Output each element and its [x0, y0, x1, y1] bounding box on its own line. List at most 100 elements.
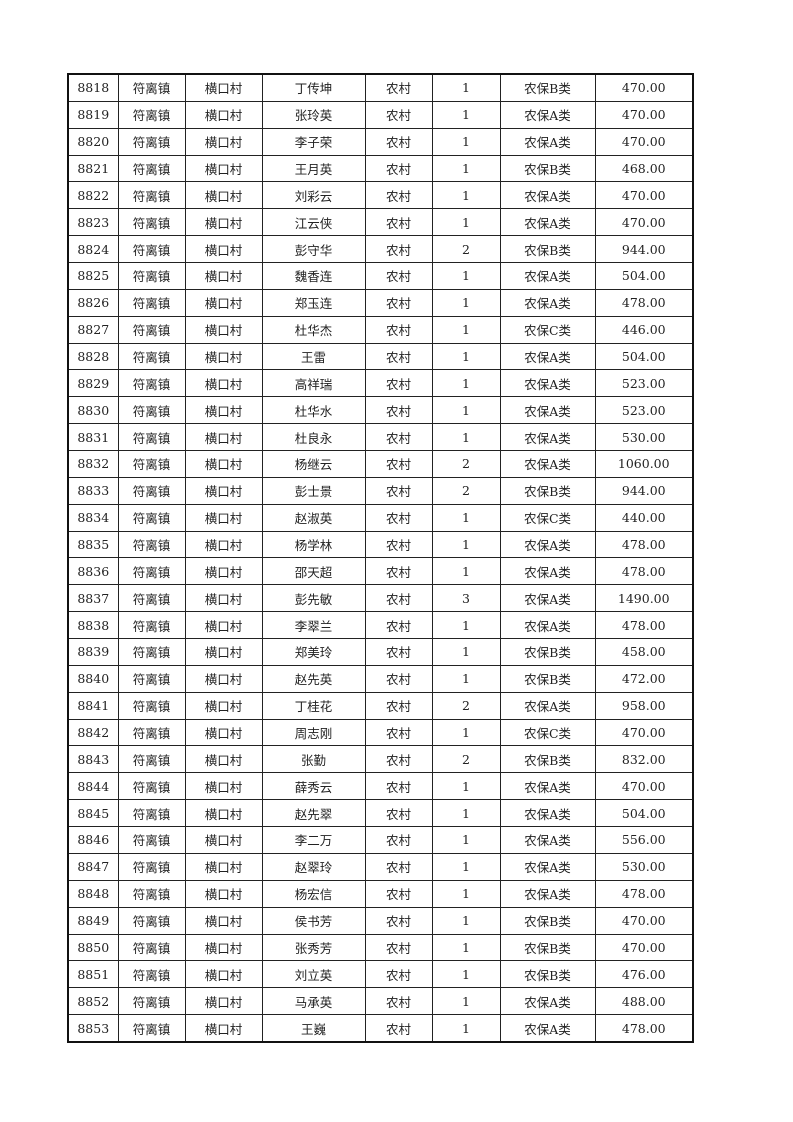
- amount-cell: 504.00: [594, 799, 694, 828]
- village-cell: 横口村: [184, 1014, 263, 1043]
- table-row: 8822 符离镇 横口村 刘彩云 农村 1 农保A类 470.00: [67, 181, 694, 210]
- category-cell: 农保A类: [499, 772, 596, 801]
- town-cell: 符离镇: [117, 423, 186, 452]
- serial-cell: 8835: [67, 530, 119, 559]
- serial-cell: 8830: [67, 396, 119, 425]
- count-cell: 1: [431, 826, 501, 854]
- category-cell: 农保A类: [499, 127, 596, 156]
- serial-cell: 8831: [67, 423, 119, 452]
- town-cell: 符离镇: [117, 73, 186, 102]
- count-cell: 1: [431, 933, 501, 962]
- serial-cell: 8821: [67, 154, 119, 183]
- town-cell: 符离镇: [117, 557, 186, 586]
- type-cell: 农村: [364, 288, 433, 317]
- table-row: 8845 符离镇 横口村 赵先翠 农村 1 农保A类 504.00: [67, 799, 694, 828]
- type-cell: 农村: [364, 530, 433, 559]
- amount-cell: 504.00: [594, 262, 694, 290]
- type-cell: 农村: [364, 584, 433, 613]
- count-cell: 1: [431, 262, 501, 290]
- name-cell: 刘立英: [261, 960, 366, 989]
- name-cell: 杜华水: [261, 396, 366, 425]
- serial-cell: 8828: [67, 342, 119, 371]
- village-cell: 横口村: [184, 315, 263, 344]
- serial-cell: 8846: [67, 826, 119, 854]
- village-cell: 横口村: [184, 181, 263, 210]
- town-cell: 符离镇: [117, 987, 186, 1016]
- serial-cell: 8836: [67, 557, 119, 586]
- table-row: 8830 符离镇 横口村 杜华水 农村 1 农保A类 523.00: [67, 396, 694, 425]
- town-cell: 符离镇: [117, 933, 186, 962]
- table-row: 8825 符离镇 横口村 魏香连 农村 1 农保A类 504.00: [67, 262, 694, 290]
- amount-cell: 556.00: [594, 826, 694, 854]
- amount-cell: 488.00: [594, 987, 694, 1016]
- amount-cell: 832.00: [594, 745, 694, 774]
- name-cell: 赵淑英: [261, 503, 366, 532]
- village-cell: 横口村: [184, 691, 263, 720]
- amount-cell: 470.00: [594, 906, 694, 935]
- amount-cell: 478.00: [594, 557, 694, 586]
- category-cell: 农保A类: [499, 450, 596, 478]
- town-cell: 符离镇: [117, 315, 186, 344]
- amount-cell: 944.00: [594, 235, 694, 264]
- serial-cell: 8834: [67, 503, 119, 532]
- records-table: 8818 符离镇 横口村 丁传坤 农村 1 农保B类 470.00 8819 符离镇 横口村 张玲英农…: [67, 73, 694, 1043]
- town-cell: 符离镇: [117, 396, 186, 425]
- amount-cell: 523.00: [594, 396, 694, 425]
- serial-cell: 8833: [67, 476, 119, 505]
- table-row: 8836 符离镇 横口村 邵天超 农村 1 农保A类 478.00: [67, 557, 694, 586]
- serial-cell: 8844: [67, 772, 119, 801]
- type-cell: 农村: [364, 100, 433, 129]
- table-row: 8840 符离镇 横口村 赵先英 农村 1 农保B类 472.00: [67, 664, 694, 693]
- town-cell: 符离镇: [117, 262, 186, 290]
- category-cell: 农保A类: [499, 611, 596, 640]
- name-cell: 马承英: [261, 987, 366, 1016]
- category-cell: 农保A类: [499, 530, 596, 559]
- name-cell: 赵先英: [261, 664, 366, 693]
- serial-cell: 8832: [67, 450, 119, 478]
- category-cell: 农保A类: [499, 369, 596, 398]
- count-cell: 1: [431, 423, 501, 452]
- category-cell: 农保B类: [499, 235, 596, 264]
- category-cell: 农保A类: [499, 879, 596, 908]
- amount-cell: 958.00: [594, 691, 694, 720]
- amount-cell: 470.00: [594, 100, 694, 129]
- village-cell: 横口村: [184, 73, 263, 102]
- amount-cell: 440.00: [594, 503, 694, 532]
- type-cell: 农村: [364, 772, 433, 801]
- table-row: 8843 符离镇 横口村 张勤 农村 2 农保B类 832.00: [67, 745, 694, 774]
- table-row: 8823 符离镇 横口村 江云侠 农村 1 农保A类 470.00: [67, 208, 694, 237]
- village-cell: 横口村: [184, 611, 263, 640]
- serial-cell: 8819: [67, 100, 119, 129]
- village-cell: 横口村: [184, 100, 263, 129]
- name-cell: 张秀芳: [261, 933, 366, 962]
- count-cell: 1: [431, 664, 501, 693]
- category-cell: 农保A类: [499, 1014, 596, 1043]
- town-cell: 符离镇: [117, 852, 186, 881]
- town-cell: 符离镇: [117, 208, 186, 237]
- category-cell: 农保A类: [499, 396, 596, 425]
- count-cell: 1: [431, 987, 501, 1016]
- town-cell: 符离镇: [117, 960, 186, 989]
- town-cell: 符离镇: [117, 127, 186, 156]
- town-cell: 符离镇: [117, 826, 186, 854]
- count-cell: 1: [431, 557, 501, 586]
- category-cell: 农保C类: [499, 718, 596, 747]
- category-cell: 农保A类: [499, 584, 596, 613]
- name-cell: 彭士景: [261, 476, 366, 505]
- table-row: 8827 符离镇 横口村 杜华杰 农村 1 农保C类 446.00: [67, 315, 694, 344]
- amount-cell: 470.00: [594, 933, 694, 962]
- count-cell: 1: [431, 127, 501, 156]
- category-cell: 农保A类: [499, 288, 596, 317]
- category-cell: 农保B类: [499, 960, 596, 989]
- type-cell: 农村: [364, 476, 433, 505]
- category-cell: 农保B类: [499, 906, 596, 935]
- table-row: 8835 符离镇 横口村 杨学林 农村 1 农保A类 478.00: [67, 530, 694, 559]
- amount-cell: 458.00: [594, 638, 694, 666]
- category-cell: 农保B类: [499, 476, 596, 505]
- table-row: 8844 符离镇 横口村 薛秀云 农村 1 农保A类 470.00: [67, 772, 694, 801]
- serial-cell: 8825: [67, 262, 119, 290]
- town-cell: 符离镇: [117, 369, 186, 398]
- village-cell: 横口村: [184, 342, 263, 371]
- table-row: 8851 符离镇 横口村 刘立英 农村 1 农保B类 476.00: [67, 960, 694, 989]
- amount-cell: 944.00: [594, 476, 694, 505]
